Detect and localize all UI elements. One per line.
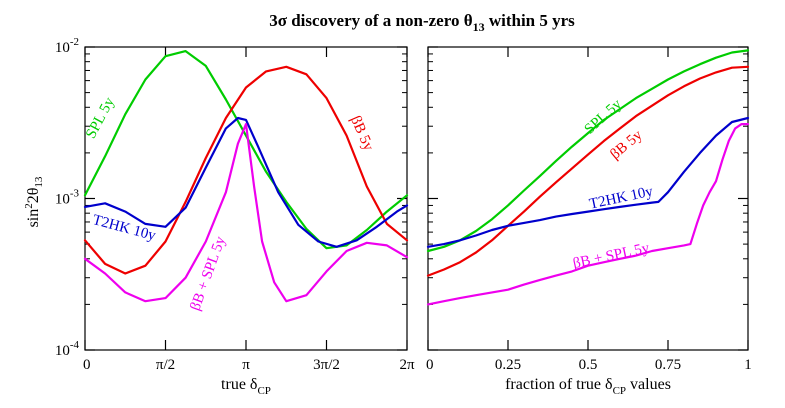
right-x-ticks: 0 0.25 0.5 0.75 1 xyxy=(426,47,752,373)
left-series-combo xyxy=(83,123,409,303)
left-y-ticks: 10-410-310-2 xyxy=(55,36,407,359)
right-x-tick-label: 0.75 xyxy=(655,357,681,373)
left-label-t2hk: T2HK 10y xyxy=(91,212,158,244)
y-tick-base: 10 xyxy=(55,192,70,208)
right-x-tick-label: 0 xyxy=(426,357,434,373)
left-xlabel-main: true δ xyxy=(221,376,257,393)
left-series-bb xyxy=(83,65,409,275)
right-series-combo xyxy=(426,123,750,306)
y-tick-label: 10-4 xyxy=(55,339,80,359)
right-series-spl xyxy=(426,49,750,253)
right-label-t2hk: T2HK 10y xyxy=(588,183,655,212)
y-tick-exponent: -3 xyxy=(70,188,80,200)
title-subscript: 13 xyxy=(473,20,485,34)
right-panel: 0 0.25 0.5 0.75 1 fraction of true δCP value… xyxy=(426,46,752,397)
right-xlabel-main: fraction of true δ xyxy=(505,376,613,393)
left-xlabel-sub: CP xyxy=(257,385,270,397)
chart-title: 3σ discovery of a non-zero θ13 within 5 … xyxy=(269,11,575,34)
right-x-tick-label: 0.5 xyxy=(579,357,598,373)
left-x-tick-label: 3π/2 xyxy=(313,357,340,373)
right-series-t2hk xyxy=(426,116,750,248)
right-series xyxy=(426,49,750,306)
right-label-spl: SPL 5y xyxy=(582,96,626,138)
left-panel: 0 π/2 π 3π/2 2π 10-410-310-2 true δCP SPL 5y… xyxy=(55,36,415,397)
right-series-bb xyxy=(426,65,750,277)
left-x-tick-label: π xyxy=(242,357,250,373)
y-label-mid: 2θ xyxy=(25,188,42,204)
left-panel-frame xyxy=(84,46,408,351)
title-main: 3σ discovery of a non-zero θ xyxy=(269,11,472,30)
y-tick-exponent: -4 xyxy=(70,339,80,351)
left-x-tick-label: π/2 xyxy=(156,357,175,373)
right-x-tick-label: 1 xyxy=(744,357,752,373)
y-label-main: sin xyxy=(25,209,42,228)
left-series-spl xyxy=(83,50,409,250)
right-minor-ticks xyxy=(428,53,748,305)
y-tick-exponent: -2 xyxy=(70,36,79,48)
right-x-tick-label: 0.25 xyxy=(495,357,521,373)
right-xlabel-tail: values xyxy=(626,376,671,393)
y-label-sup: 2 xyxy=(23,203,35,209)
right-label-combo: βB + SPL 5y xyxy=(572,240,652,272)
y-tick-label: 10-2 xyxy=(55,36,79,56)
right-y-ticks xyxy=(428,46,748,351)
title-tail: within 5 yrs xyxy=(485,11,576,30)
right-xlabel-sub: CP xyxy=(613,385,626,397)
left-label-spl: SPL 5y xyxy=(83,94,118,141)
y-axis-label: sin22θ13 xyxy=(23,176,45,227)
left-x-axis-label: true δCP xyxy=(221,376,271,397)
left-label-combo: βB + SPL 5y xyxy=(187,234,229,313)
left-x-tick-label: 2π xyxy=(399,357,415,373)
y-label-sub: 13 xyxy=(33,176,45,188)
y-tick-base: 10 xyxy=(55,40,70,56)
right-x-axis-label: fraction of true δCP values xyxy=(505,376,671,397)
y-tick-base: 10 xyxy=(55,343,70,359)
y-tick-label: 10-3 xyxy=(55,188,80,208)
left-series xyxy=(83,50,409,303)
left-x-tick-label: 0 xyxy=(83,357,91,373)
left-x-ticks: 0 π/2 π 3π/2 2π xyxy=(83,47,415,373)
right-label-bb: βB 5y xyxy=(607,127,646,163)
left-minor-ticks xyxy=(85,53,407,305)
left-series-t2hk xyxy=(83,116,409,248)
